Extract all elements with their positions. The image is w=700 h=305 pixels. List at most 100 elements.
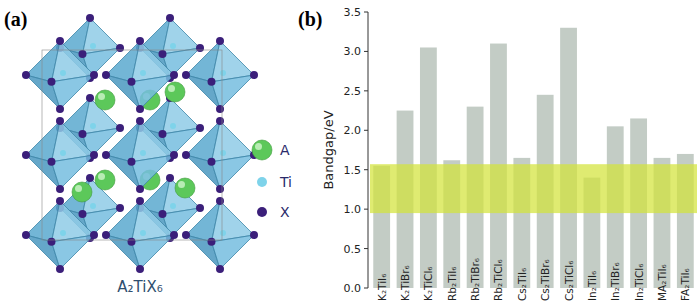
a-atom (175, 178, 195, 198)
x-atom (56, 265, 64, 273)
x-atom (90, 151, 98, 159)
x-atom (116, 124, 124, 132)
y-tick (364, 12, 368, 13)
highlight-band (370, 164, 697, 213)
ti-atom (170, 123, 176, 129)
x-atom (182, 151, 190, 159)
a-atom (72, 182, 92, 202)
y-tick (364, 51, 368, 52)
x-atom (86, 14, 94, 22)
x-atom (128, 78, 136, 86)
y-axis (368, 12, 369, 288)
x-atom (196, 204, 204, 212)
ti-atom (90, 43, 96, 49)
x-tick-label: Cs₂TiI₆ (516, 268, 528, 301)
x-atom (159, 130, 167, 138)
formula: A₂TiX₆ (117, 278, 162, 296)
y-tick (364, 130, 368, 131)
legend-label: X (280, 204, 290, 220)
x-tick-label: In₂TiBr₆ (609, 262, 621, 301)
x-tick-label: Rb₂TiBr₆ (469, 258, 481, 301)
x-atom (159, 210, 167, 218)
x-atom (182, 71, 190, 79)
x-tick-label: K₂TiBr₆ (399, 265, 411, 301)
x-atom (136, 117, 144, 125)
a-atom-highlight (98, 93, 105, 100)
x-tick-label: In₂TiCl₆ (633, 264, 645, 301)
x-atom (170, 71, 178, 79)
x-atom (196, 44, 204, 52)
figure: (a)(b)ATiXA₂TiX₆0.00.51.01.52.02.53.03.5… (0, 0, 700, 305)
octahedron-face (52, 75, 95, 109)
x-atom (102, 151, 110, 159)
y-tick (364, 90, 368, 91)
y-tick (364, 209, 368, 210)
a-atom (95, 90, 115, 110)
ti-atom (170, 43, 176, 49)
x-atom (116, 44, 124, 52)
x-tick-label: Rb₂TiI₆ (446, 267, 458, 301)
x-tick-label: K₂TiCl₆ (422, 266, 434, 301)
octahedron-face (132, 75, 175, 109)
x-atom (79, 130, 87, 138)
x-atom (90, 71, 98, 79)
x-atom (48, 158, 56, 166)
y-tick-label: 3.5 (344, 6, 362, 19)
x-atom (216, 265, 224, 273)
x-atom (86, 94, 94, 102)
x-atom (216, 37, 224, 45)
ti-atom (140, 150, 146, 156)
x-atom (196, 124, 204, 132)
legend-swatch (257, 207, 267, 217)
x-atom (136, 105, 144, 113)
y-tick (364, 288, 368, 289)
ti-atom (140, 70, 146, 76)
octahedron-face (52, 155, 95, 189)
a-atom-highlight (178, 181, 185, 188)
x-atom (166, 14, 174, 22)
x-atom (128, 158, 136, 166)
legend-label: A (280, 142, 290, 158)
x-atom (22, 71, 30, 79)
ti-atom (90, 203, 96, 209)
x-atom (102, 71, 110, 79)
a-atom-highlight (168, 85, 175, 92)
x-atom (182, 231, 190, 239)
x-tick-label: FA₂TiI₆ (679, 268, 691, 301)
y-tick (364, 248, 368, 249)
octahedron-face (132, 155, 175, 189)
x-atom (48, 78, 56, 86)
x-tick-label: In₂TiI₆ (586, 271, 598, 301)
y-tick-label: 1.5 (344, 164, 362, 177)
y-tick-label: 0.0 (344, 282, 362, 295)
octahedron-face (212, 155, 255, 189)
x-atom (56, 185, 64, 193)
panel-label: (a) (4, 8, 27, 31)
legend-swatch (257, 177, 267, 187)
x-atom (216, 105, 224, 113)
x-tick-label: Rb₂TiCl₆ (492, 259, 504, 301)
y-axis-label: Bandgap/eV (321, 110, 336, 189)
x-atom (216, 185, 224, 193)
x-atom (136, 185, 144, 193)
ti-atom (60, 70, 66, 76)
x-atom (250, 231, 258, 239)
y-tick-label: 1.0 (344, 203, 362, 216)
y-tick-label: 0.5 (344, 243, 362, 256)
ti-atom (60, 150, 66, 156)
x-atom (56, 105, 64, 113)
x-atom (128, 238, 136, 246)
x-atom (216, 117, 224, 125)
ti-atom (170, 203, 176, 209)
legend-label: Ti (279, 174, 292, 190)
y-tick-label: 2.0 (344, 124, 362, 137)
a-atom-highlight (75, 185, 82, 192)
x-tick-label: MA₂TiI₆ (656, 264, 668, 301)
ti-atom (220, 150, 226, 156)
ti-atom (90, 123, 96, 129)
a-atom-highlight (255, 143, 262, 150)
ti-atom (220, 230, 226, 236)
x-atom (56, 197, 64, 205)
a-atom (95, 170, 115, 190)
a-atom (252, 140, 272, 160)
